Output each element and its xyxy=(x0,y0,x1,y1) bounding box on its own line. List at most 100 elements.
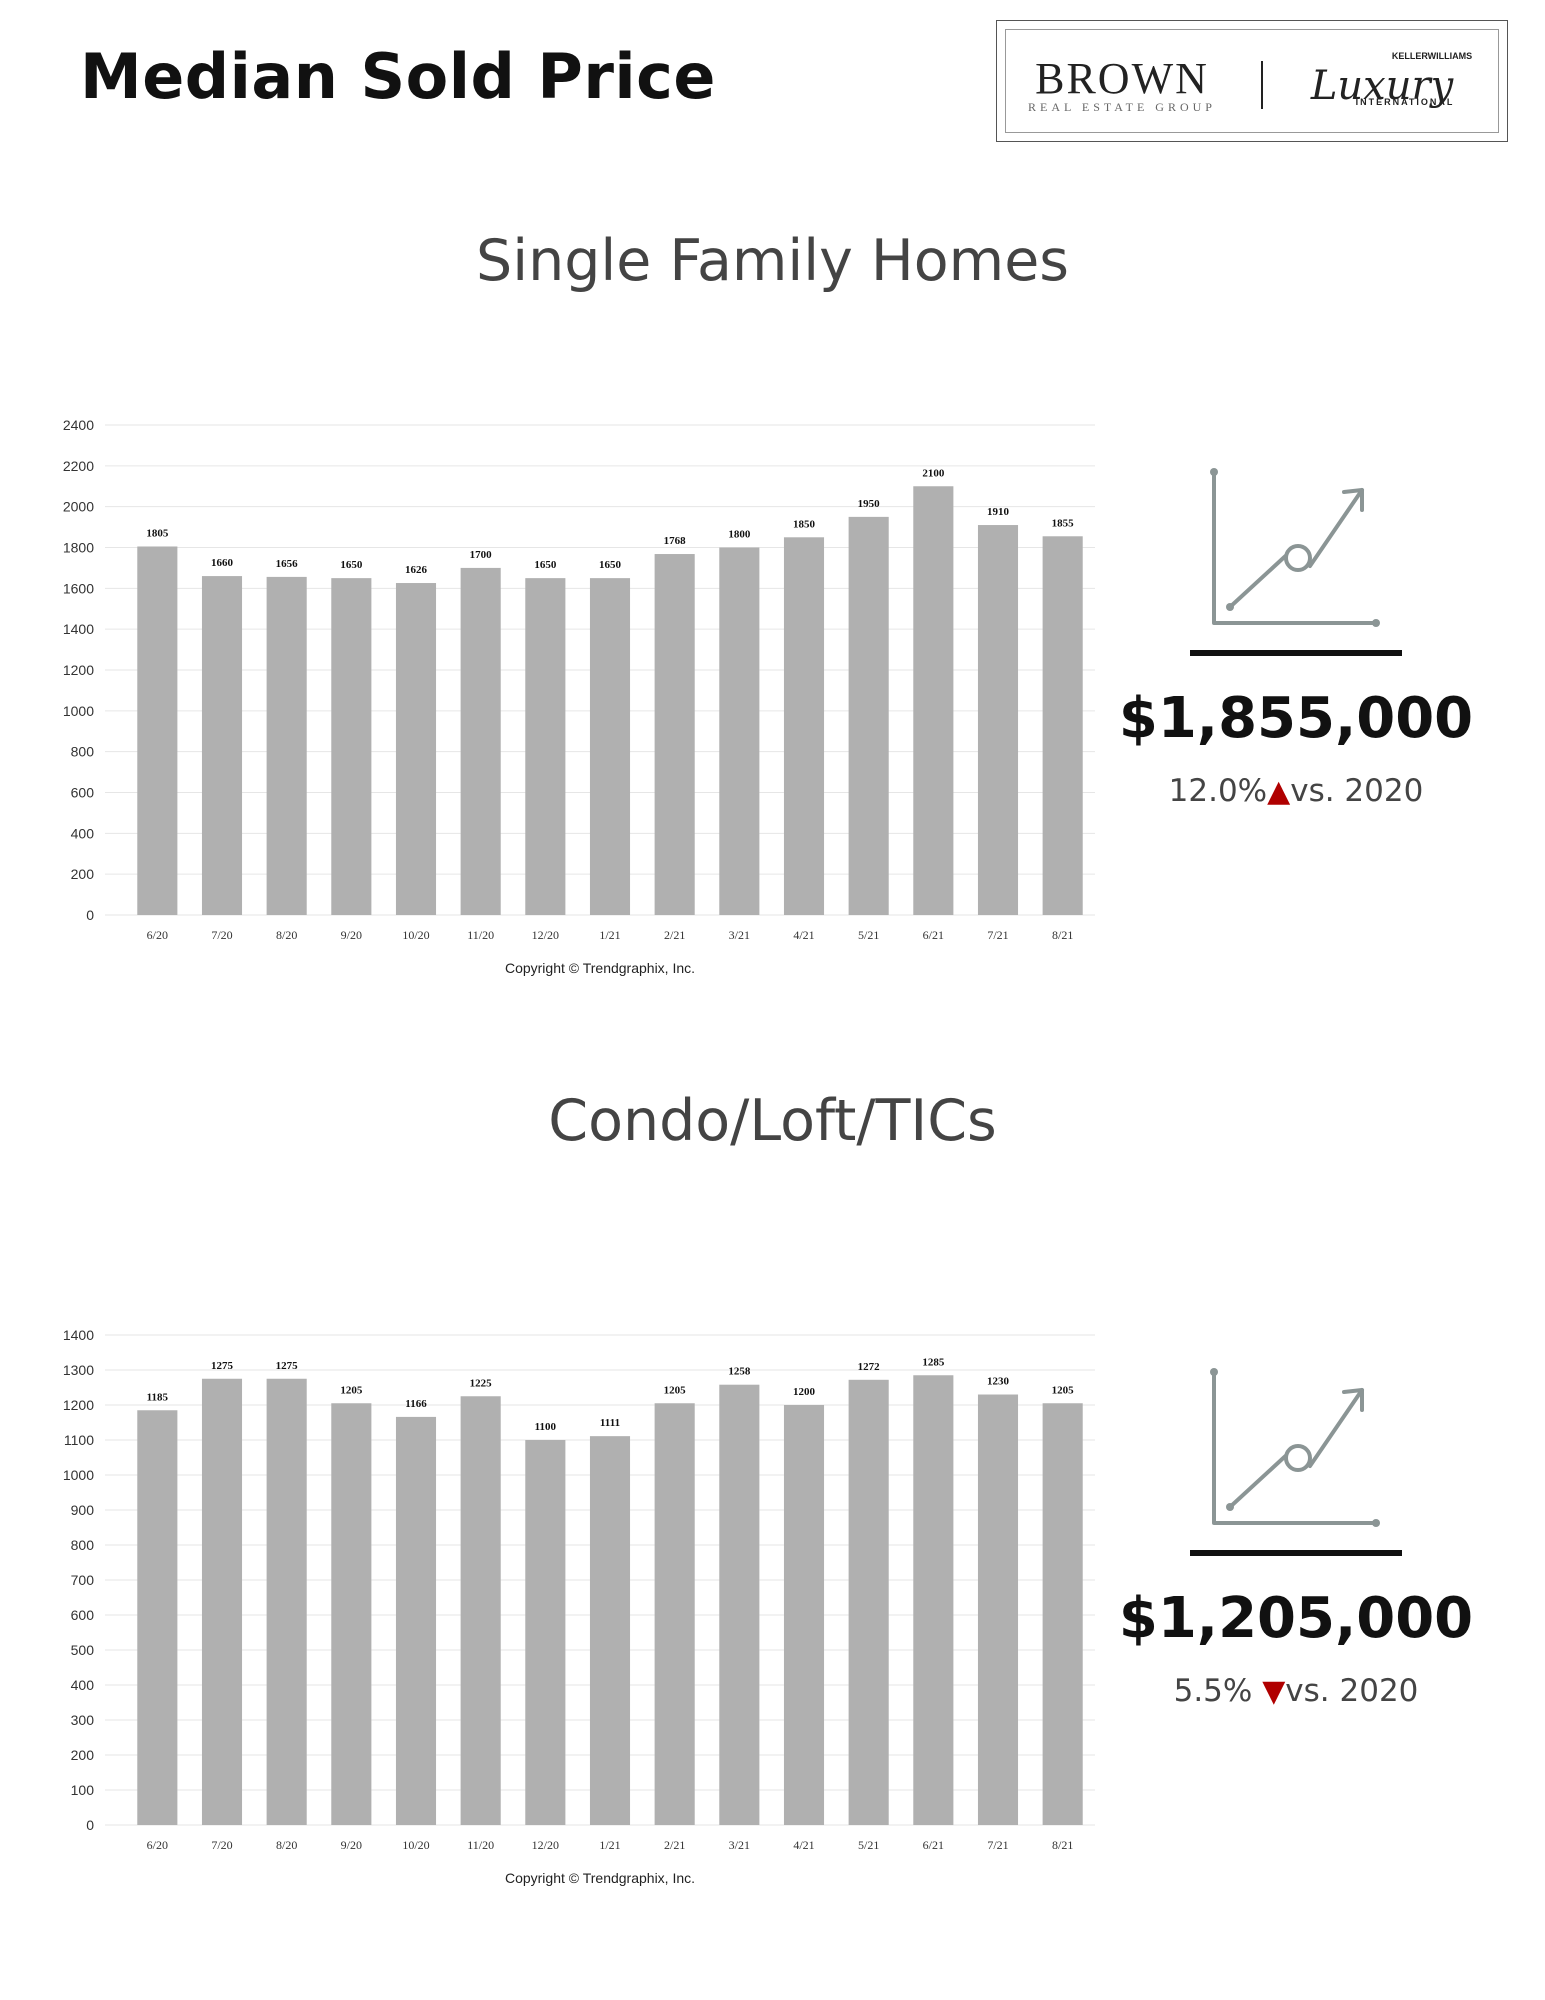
section-title-single-family: Single Family Homes xyxy=(476,228,1069,294)
x-tick-label: 10/20 xyxy=(402,928,429,942)
logo-brand: BROWN xyxy=(1035,54,1209,103)
bar-1-21 xyxy=(589,578,631,915)
bar-1-21 xyxy=(589,1436,631,1825)
bar-9-20 xyxy=(331,1403,372,1825)
data-label: 1275 xyxy=(276,1360,299,1372)
y-tick-label: 200 xyxy=(71,866,95,882)
data-label: 1768 xyxy=(664,535,687,547)
y-tick-label: 1100 xyxy=(64,1432,94,1448)
logo-brand-sub: REAL ESTATE GROUP xyxy=(1028,100,1216,114)
y-tick-label: 2000 xyxy=(63,499,94,515)
chart-copyright: Copyright © Trendgraphix, Inc. xyxy=(505,960,695,976)
data-label: 1205 xyxy=(340,1384,363,1396)
data-label: 1185 xyxy=(147,1391,169,1403)
data-label: 1275 xyxy=(211,1360,234,1372)
y-tick-label: 300 xyxy=(71,1712,95,1728)
x-tick-label: 11/20 xyxy=(467,1838,494,1852)
y-tick-label: 0 xyxy=(86,907,94,923)
bar-3-21 xyxy=(719,547,760,915)
data-label: 1225 xyxy=(470,1377,493,1389)
data-label: 1111 xyxy=(600,1417,620,1429)
bar-5-21 xyxy=(848,1379,889,1825)
kpi-divider xyxy=(1190,650,1402,656)
data-label: 1656 xyxy=(276,558,299,570)
data-label: 1650 xyxy=(340,559,363,571)
bar-2-21 xyxy=(654,554,695,915)
data-label: 1285 xyxy=(922,1356,945,1368)
down-arrow-icon: ▼ xyxy=(1262,1674,1286,1709)
data-label: 1626 xyxy=(405,564,428,576)
x-tick-label: 8/21 xyxy=(1052,928,1073,942)
bar-12-20 xyxy=(525,1440,566,1825)
logo-partner-main: Luxury xyxy=(1310,63,1455,109)
x-tick-label: 6/20 xyxy=(147,1838,168,1852)
brokerage-logo: BROWN REAL ESTATE GROUP KELLERWILLIAMS L… xyxy=(996,20,1508,142)
logo-partner-bottom: INTERNATIONAL xyxy=(1356,97,1455,107)
bar-11-20 xyxy=(460,567,501,915)
y-tick-label: 800 xyxy=(71,1537,95,1553)
x-tick-label: 12/20 xyxy=(532,928,559,942)
data-label: 1800 xyxy=(728,529,751,541)
change-percent: 12.0% xyxy=(1168,773,1268,809)
condo-kpi: $1,205,000 5.5% ▼vs. 2020 xyxy=(1116,1360,1476,1709)
x-tick-label: 11/20 xyxy=(467,928,494,942)
bar-5-21 xyxy=(848,516,889,915)
kpi-divider xyxy=(1190,1550,1402,1556)
bar-12-20 xyxy=(525,578,566,915)
y-tick-label: 600 xyxy=(71,785,95,801)
y-tick-label: 400 xyxy=(71,1677,95,1693)
bar-11-20 xyxy=(460,1396,501,1825)
bar-9-20 xyxy=(331,578,372,915)
logo-mark: BROWN REAL ESTATE GROUP KELLERWILLIAMS L… xyxy=(1028,51,1472,114)
data-label: 1230 xyxy=(987,1376,1010,1388)
x-tick-label: 6/21 xyxy=(923,928,944,942)
bar-10-20 xyxy=(395,1416,437,1825)
bar-3-21 xyxy=(719,1384,760,1825)
x-tick-label: 9/20 xyxy=(341,1838,362,1852)
y-tick-label: 1300 xyxy=(63,1362,94,1378)
x-tick-label: 7/21 xyxy=(987,1838,1008,1852)
bar-7-21 xyxy=(977,1394,1019,1825)
change-suffix: vs. 2020 xyxy=(1290,773,1424,809)
condo-chart: 0 100 200 300 400 500 600 700 800 900 1000 1100 1200… xyxy=(40,1315,1100,1900)
data-label: 1855 xyxy=(1052,517,1075,529)
x-tick-label: 6/20 xyxy=(147,928,168,942)
x-tick-label: 1/21 xyxy=(599,1838,620,1852)
data-label: 1805 xyxy=(146,527,169,539)
x-tick-label: 1/21 xyxy=(599,928,620,942)
y-tick-label: 1400 xyxy=(63,621,94,637)
y-tick-label: 500 xyxy=(71,1642,95,1658)
y-tick-label: 2200 xyxy=(63,458,94,474)
line-chart-trend-icon xyxy=(1210,1368,1380,1527)
y-tick-label: 400 xyxy=(71,825,95,841)
y-tick-label: 0 xyxy=(86,1817,94,1833)
bar-4-21 xyxy=(783,1405,825,1825)
y-tick-label: 1800 xyxy=(63,540,94,556)
y-tick-label: 1000 xyxy=(63,703,94,719)
bar-4-21 xyxy=(783,537,825,915)
year-over-year-change: 5.5% ▼vs. 2020 xyxy=(1116,1673,1476,1709)
bar-6-21 xyxy=(913,1375,954,1825)
y-tick-label: 1400 xyxy=(63,1327,94,1343)
x-tick-label: 12/20 xyxy=(532,1838,559,1852)
bar-8-20 xyxy=(266,576,307,915)
x-tick-label: 2/21 xyxy=(664,1838,685,1852)
data-label: 1100 xyxy=(535,1421,557,1433)
x-tick-label: 5/21 xyxy=(858,1838,879,1852)
year-over-year-change: 12.0%▲vs. 2020 xyxy=(1116,773,1476,809)
data-label: 1850 xyxy=(793,518,816,530)
section-title-condo: Condo/Loft/TICs xyxy=(548,1088,997,1154)
data-label: 1660 xyxy=(211,557,234,569)
x-tick-label: 10/20 xyxy=(402,1838,429,1852)
y-tick-label: 1200 xyxy=(63,1397,94,1413)
bar-8-21 xyxy=(1042,1403,1083,1825)
x-tick-label: 8/20 xyxy=(276,928,297,942)
logo-partner-top: KELLERWILLIAMS xyxy=(1392,51,1472,61)
bar-7-20 xyxy=(201,576,243,915)
data-label: 1272 xyxy=(858,1361,881,1373)
bar-10-20 xyxy=(395,583,437,915)
median-price-value: $1,855,000 xyxy=(1118,686,1474,751)
data-label: 2100 xyxy=(922,467,945,479)
x-tick-label: 3/21 xyxy=(729,928,750,942)
bar-8-20 xyxy=(266,1378,307,1825)
